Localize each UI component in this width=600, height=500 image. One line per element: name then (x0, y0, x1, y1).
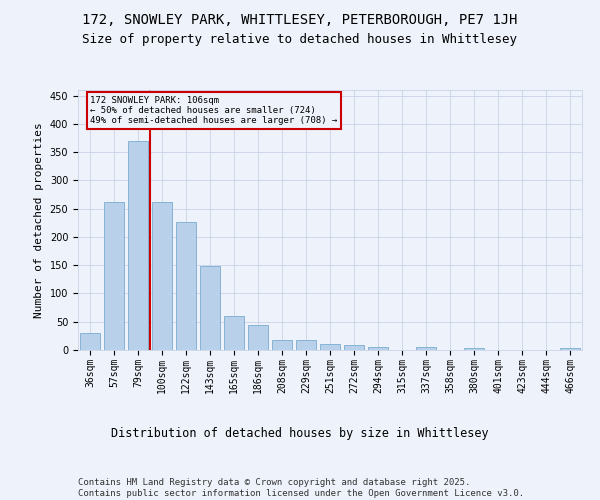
Text: Contains HM Land Registry data © Crown copyright and database right 2025.
Contai: Contains HM Land Registry data © Crown c… (78, 478, 524, 498)
Bar (176, 222, 196, 350)
Bar (368, 346, 388, 350)
Bar (80, 333, 100, 350)
Bar (560, 348, 580, 350)
Bar (272, 340, 292, 350)
Bar (320, 344, 340, 350)
Bar (296, 340, 316, 350)
Text: Distribution of detached houses by size in Whittlesey: Distribution of detached houses by size … (111, 428, 489, 440)
Bar (344, 346, 364, 350)
Bar (200, 266, 220, 350)
Text: 172 SNOWLEY PARK: 106sqm
← 50% of detached houses are smaller (724)
49% of semi-: 172 SNOWLEY PARK: 106sqm ← 50% of detach… (90, 96, 337, 126)
Bar (224, 316, 244, 350)
Text: Size of property relative to detached houses in Whittlesey: Size of property relative to detached ho… (83, 32, 517, 46)
Bar (128, 141, 148, 350)
Bar (104, 202, 124, 350)
Bar (152, 202, 172, 350)
Text: 172, SNOWLEY PARK, WHITTLESEY, PETERBOROUGH, PE7 1JH: 172, SNOWLEY PARK, WHITTLESEY, PETERBORO… (82, 12, 518, 26)
Bar (416, 347, 436, 350)
Bar (464, 348, 484, 350)
Y-axis label: Number of detached properties: Number of detached properties (34, 122, 44, 318)
Bar (248, 324, 268, 350)
